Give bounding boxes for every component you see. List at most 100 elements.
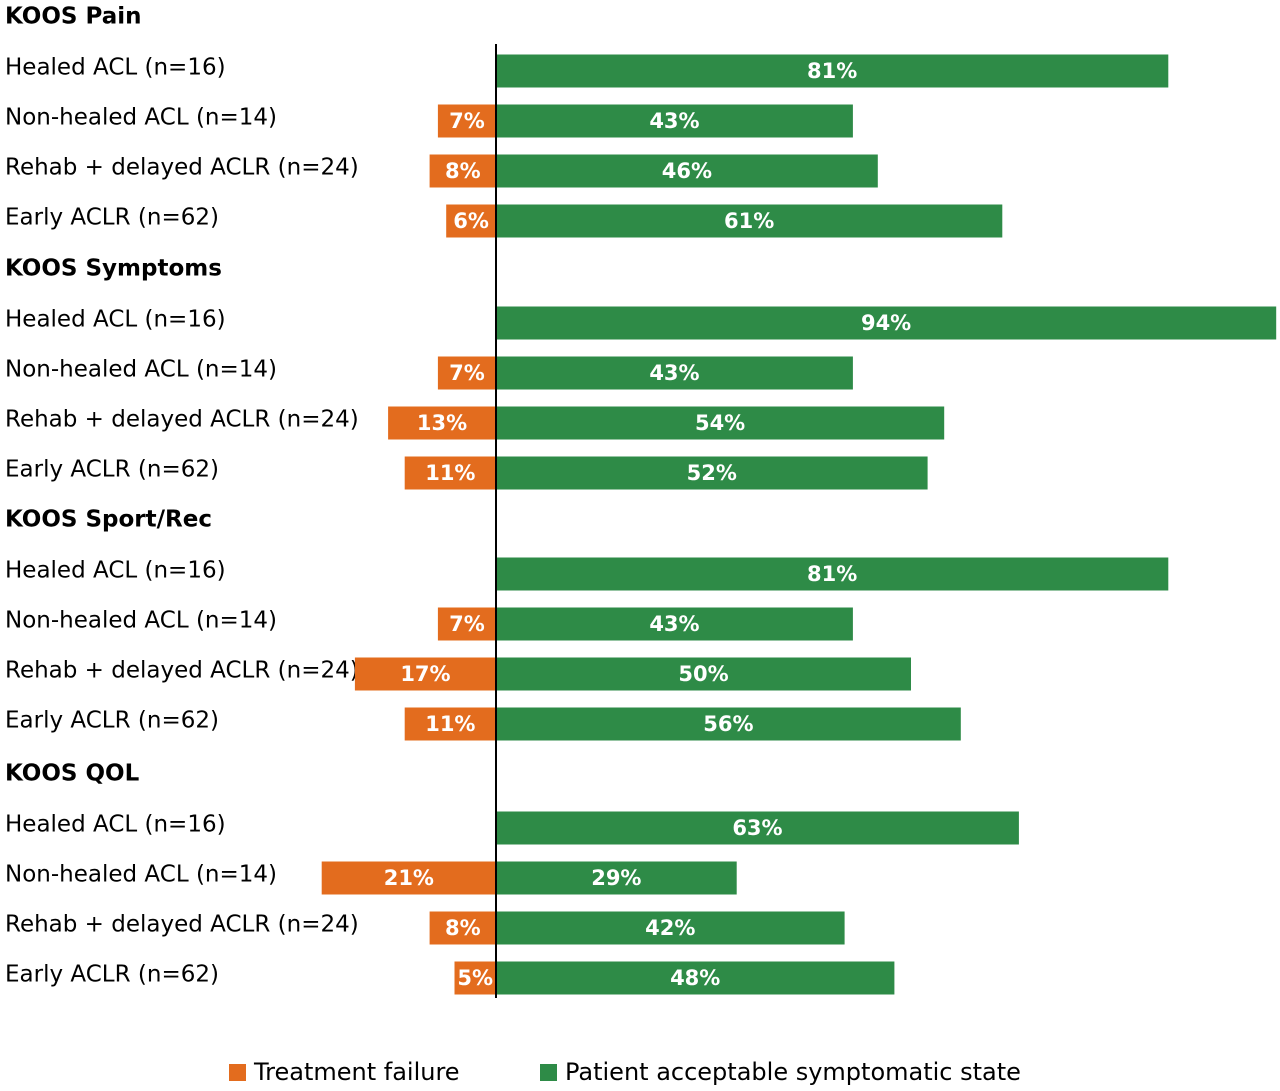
bar-row: Early ACLR (n=62) 5% 48% — [5, 961, 895, 995]
failure-label: 6% — [453, 209, 489, 233]
failure-bar — [454, 961, 496, 995]
row-label: Non-healed ACL (n=14) — [5, 105, 277, 131]
failure-bar — [437, 607, 496, 641]
row-label: Early ACLR (n=62) — [5, 205, 219, 231]
failure-label: 8% — [445, 159, 481, 183]
pass-bar — [496, 104, 853, 138]
legend-item-pass: Patient acceptable symptomatic state — [540, 1058, 1021, 1086]
failure-bar — [429, 911, 496, 945]
failure-label: 11% — [425, 712, 475, 736]
bar-row: Non-healed ACL (n=14) 7% 43% — [5, 356, 853, 390]
group-3: KOOS Sport/Rec Healed ACL (n=16) 81% Non-he… — [5, 507, 1169, 741]
pass-bar — [496, 607, 853, 641]
row-label: Early ACLR (n=62) — [5, 708, 219, 734]
pass-bar — [496, 707, 961, 741]
failure-bar — [446, 204, 496, 238]
bar-row: Early ACLR (n=62) 6% 61% — [5, 204, 1003, 238]
bar-row: Healed ACL (n=16) 63% — [5, 811, 1019, 845]
pass-label: 94% — [861, 311, 911, 335]
pass-label: 43% — [649, 109, 699, 133]
failure-label: 7% — [449, 109, 485, 133]
failure-label: 7% — [449, 361, 485, 385]
row-label: Non-healed ACL (n=14) — [5, 608, 277, 634]
bar-row: Rehab + delayed ACLR (n=24) 8% 42% — [5, 911, 845, 945]
pass-label: 43% — [649, 612, 699, 636]
failure-label: 21% — [384, 866, 434, 890]
bar-row: Non-healed ACL (n=14) 21% 29% — [5, 861, 737, 895]
pass-bar — [496, 54, 1169, 88]
row-label: Healed ACL (n=16) — [5, 307, 226, 333]
failure-bar — [404, 456, 496, 490]
bar-row: Healed ACL (n=16) 81% — [5, 54, 1169, 88]
section-title: KOOS Symptoms — [5, 256, 222, 282]
failure-bar — [437, 104, 496, 138]
failure-bar — [404, 707, 496, 741]
pass-bar — [496, 911, 845, 945]
bar-row: Rehab + delayed ACLR (n=24) 17% 50% — [5, 657, 911, 691]
legend: Treatment failure Patient acceptable symp… — [229, 1058, 1021, 1086]
bar-row: Early ACLR (n=62) 11% 56% — [5, 707, 961, 741]
row-label: Healed ACL (n=16) — [5, 558, 226, 584]
failure-bar — [388, 406, 496, 440]
bar-row: Healed ACL (n=16) 81% — [5, 557, 1169, 591]
pass-bar — [496, 456, 928, 490]
pass-label: 81% — [807, 562, 857, 586]
pass-bar — [496, 811, 1019, 845]
row-label: Rehab + delayed ACLR (n=24) — [5, 407, 359, 433]
failure-label: 11% — [425, 461, 475, 485]
pass-label: 61% — [724, 209, 774, 233]
failure-bar — [437, 356, 496, 390]
pass-bar — [496, 204, 1003, 238]
row-label: Non-healed ACL (n=14) — [5, 862, 277, 888]
pass-label: 46% — [662, 159, 712, 183]
pass-bar — [496, 406, 945, 440]
row-label: Rehab + delayed ACLR (n=24) — [5, 155, 359, 181]
bar-row: Rehab + delayed ACLR (n=24) 8% 46% — [5, 154, 878, 188]
row-label: Rehab + delayed ACLR (n=24) — [5, 658, 359, 684]
pass-label: 50% — [678, 662, 728, 686]
bar-row: Non-healed ACL (n=14) 7% 43% — [5, 607, 853, 641]
section-title: KOOS Sport/Rec — [5, 507, 212, 533]
pass-label: 48% — [670, 966, 720, 990]
failure-label: 17% — [400, 662, 450, 686]
bar-row: Healed ACL (n=16) 94% — [5, 306, 1277, 340]
pass-label: 56% — [703, 712, 753, 736]
pass-label: 81% — [807, 59, 857, 83]
group-1: KOOS Pain Healed ACL (n=16) 81% Non-healed … — [5, 4, 1169, 238]
bar-row: Early ACLR (n=62) 11% 52% — [5, 456, 928, 490]
pass-bar — [496, 961, 895, 995]
plot-area: KOOS Pain Healed ACL (n=16) 81% Non-healed … — [5, 4, 1277, 998]
bar-row: Non-healed ACL (n=14) 7% 43% — [5, 104, 853, 138]
pass-bar — [496, 356, 853, 390]
row-label: Early ACLR (n=62) — [5, 962, 219, 988]
failure-bar — [321, 861, 496, 895]
failure-label: 7% — [449, 612, 485, 636]
row-label: Early ACLR (n=62) — [5, 457, 219, 483]
pass-label: 63% — [732, 816, 782, 840]
legend-label: Treatment failure — [253, 1058, 460, 1086]
legend-swatch — [229, 1064, 246, 1081]
pass-label: 43% — [649, 361, 699, 385]
failure-label: 8% — [445, 916, 481, 940]
pass-bar — [496, 861, 737, 895]
row-label: Rehab + delayed ACLR (n=24) — [5, 912, 359, 938]
pass-label: 54% — [695, 411, 745, 435]
pass-label: 29% — [591, 866, 641, 890]
bar-row: Rehab + delayed ACLR (n=24) 13% 54% — [5, 406, 945, 440]
failure-bar — [429, 154, 496, 188]
legend-item-failure: Treatment failure — [229, 1058, 460, 1086]
row-label: Healed ACL (n=16) — [5, 55, 226, 81]
row-label: Healed ACL (n=16) — [5, 812, 226, 838]
legend-swatch — [540, 1064, 557, 1081]
pass-bar — [496, 154, 878, 188]
pass-label: 52% — [687, 461, 737, 485]
section-title: KOOS QOL — [5, 761, 140, 787]
row-label: Non-healed ACL (n=14) — [5, 357, 277, 383]
group-2: KOOS Symptoms Healed ACL (n=16) 94% Non-hea… — [5, 256, 1277, 490]
pass-bar — [496, 557, 1169, 591]
legend-label: Patient acceptable symptomatic state — [565, 1058, 1021, 1086]
failure-label: 5% — [457, 966, 493, 990]
pass-bar — [496, 657, 911, 691]
pass-bar — [496, 306, 1277, 340]
